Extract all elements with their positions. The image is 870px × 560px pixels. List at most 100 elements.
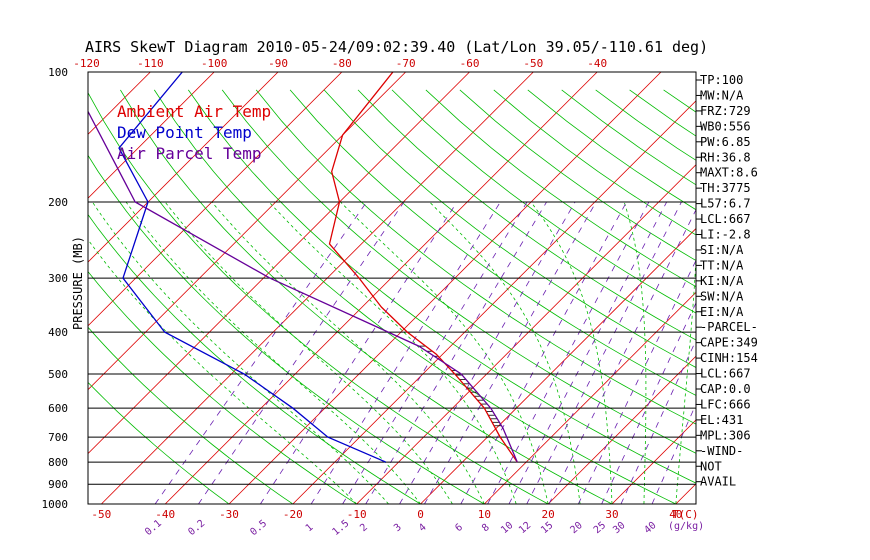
mixing-ratio-line: [399, 201, 576, 504]
top-temperature-tick-label: -100: [201, 57, 228, 70]
side-panel-item: CINH:154: [700, 351, 758, 365]
top-temperature-tick-label: -50: [523, 57, 543, 70]
dry-adiabat-line: [255, 89, 696, 425]
dry-adiabat-line: [323, 89, 696, 368]
mixing-ratio-tick-label: 0.2: [186, 518, 207, 538]
mixing-ratio-line: [198, 201, 405, 504]
mixing-ratio-line: [310, 201, 501, 504]
dry-adiabat-line: [88, 91, 549, 504]
isotherm-line: [88, 72, 279, 263]
isotherm-line: [484, 291, 696, 504]
top-temperature-tick-labels: -120 -110 -100 -90 -80 -70 -60 -50 -40: [73, 57, 607, 70]
side-panel-item: RH:36.8: [700, 150, 751, 164]
mixing-ratio-tick-label: 40: [642, 520, 658, 536]
profiles: [88, 72, 518, 463]
dry-adiabat-line: [88, 213, 422, 504]
bottom-temperature-tick-label: -30: [219, 508, 239, 521]
bottom-temperature-tick-label: 40: [669, 508, 682, 521]
mixing-ratio-tick-labels: 0.1 0.2 0.5 1 1.5 2 3 4 6 8 10 12 15 20 25 30 40 (g/kg): [143, 518, 704, 538]
moist-adiabat-line: [429, 201, 581, 504]
dry-adiabat-line: [120, 89, 613, 504]
mixing-ratio-tick-label: 6: [453, 522, 465, 534]
dry-adiabat-line: [153, 89, 677, 504]
isotherm-line: [0, 72, 23, 504]
side-panel-item: LCL:667: [700, 212, 751, 226]
dry-adiabat-line: [493, 89, 696, 236]
plot-border: [87, 71, 697, 505]
profile-line-dew-point: [118, 72, 387, 463]
mixing-ratio-unit: (g/kg): [668, 521, 704, 532]
moist-adiabat-line: [675, 248, 696, 504]
side-panel-item: WB0:556: [700, 119, 751, 133]
mixing-ratio-tick-label: 8: [480, 522, 492, 534]
pressure-tick-label: 500: [48, 368, 68, 381]
profile-line-ambient-temp: [328, 72, 518, 463]
dry-adiabat-line: [459, 89, 696, 261]
bottom-temperature-unit: T(C): [672, 508, 699, 521]
mixing-ratio-tick-label: 0.1: [143, 518, 164, 538]
side-panel-item: KI:N/A: [700, 274, 744, 288]
moist-adiabat-line: [92, 201, 389, 504]
pressure-tick-label: 300: [48, 272, 68, 285]
isotherm-line: [803, 72, 870, 504]
chart-title: AIRS SkewT Diagram 2010-05-24/09:02:39.4…: [85, 38, 708, 56]
side-panel-item: -WIND-: [700, 444, 743, 458]
moist-adiabat-line: [623, 201, 647, 504]
mixing-ratio-tick-label: 0.5: [248, 518, 269, 538]
dry-adiabat-line: [289, 89, 696, 396]
isotherm-line: [420, 227, 696, 504]
dry-adiabat-line: [357, 89, 696, 341]
y-axis-label: PRESSURE (MB): [71, 236, 85, 330]
moist-adiabat-line: [164, 201, 453, 504]
dry-adiabat-line: [88, 381, 230, 504]
mixing-ratio-line: [487, 201, 650, 504]
side-panel-item: FRZ:729: [700, 104, 751, 118]
dry-adiabat-line: [732, 90, 870, 513]
mixing-ratio-tick-label: 15: [539, 520, 555, 536]
mixing-ratio-tick-label: 12: [517, 520, 533, 536]
side-panel-item: TP:100: [700, 73, 743, 87]
pressure-tick-label: 700: [48, 431, 68, 444]
isotherm-line: [547, 355, 696, 504]
bottom-temperature-tick-label: -50: [91, 508, 111, 521]
isotherm-line: [88, 72, 470, 455]
profile-line-air-parcel: [88, 110, 518, 463]
pressure-tick-label: 200: [48, 196, 68, 209]
pressure-tick-label: 400: [48, 326, 68, 339]
mixing-ratio-line: [460, 201, 627, 504]
mixing-ratio-line: [424, 201, 597, 504]
isotherm-line: [228, 72, 662, 504]
mixing-ratio-line: [526, 201, 682, 504]
isotherm-line: [292, 100, 696, 504]
mixing-ratio-line: [548, 208, 696, 504]
top-temperature-tick-label: -110: [137, 57, 164, 70]
top-temperature-tick-label: -120: [73, 57, 100, 70]
side-panel-item: EL:431: [700, 413, 743, 427]
side-panel-item: LI:-2.8: [700, 228, 751, 242]
pressure-tick-label: 600: [48, 402, 68, 415]
frame: [87, 71, 697, 505]
dry-adiabat-line: [88, 154, 486, 504]
side-panel-item: EI:N/A: [700, 305, 744, 319]
top-temperature-tick-label: -70: [396, 57, 416, 70]
mixing-ratio-tick-label: 1: [304, 522, 316, 534]
mixing-ratio-line: [365, 201, 547, 504]
legend-entry: Dew Point Temp: [117, 123, 252, 142]
bottom-temperature-tick-label: -10: [347, 508, 367, 521]
side-panel-item: SW:N/A: [700, 289, 744, 303]
pressure-tick-label: 1000: [42, 498, 69, 511]
pressure-tick-label: 100: [48, 66, 68, 79]
pressure-tick-label: 900: [48, 478, 68, 491]
bottom-temperature-tick-label: -20: [283, 508, 303, 521]
isotherm-line: [101, 72, 534, 504]
side-panel-item: MW:N/A: [700, 88, 744, 102]
moist-adiabat-line: [340, 201, 549, 504]
mixing-ratio-tick-label: 30: [611, 520, 627, 536]
pressure-tick-label: 800: [48, 456, 68, 469]
bottom-temperature-tick-label: 10: [478, 508, 491, 521]
pressure-tick-labels: 100 200 300 400 500 600 700 800 900 1000: [42, 66, 69, 511]
side-panel-item: CAP:0.0: [700, 382, 751, 396]
mixing-ratio-tick-label: 1.5: [331, 518, 352, 538]
